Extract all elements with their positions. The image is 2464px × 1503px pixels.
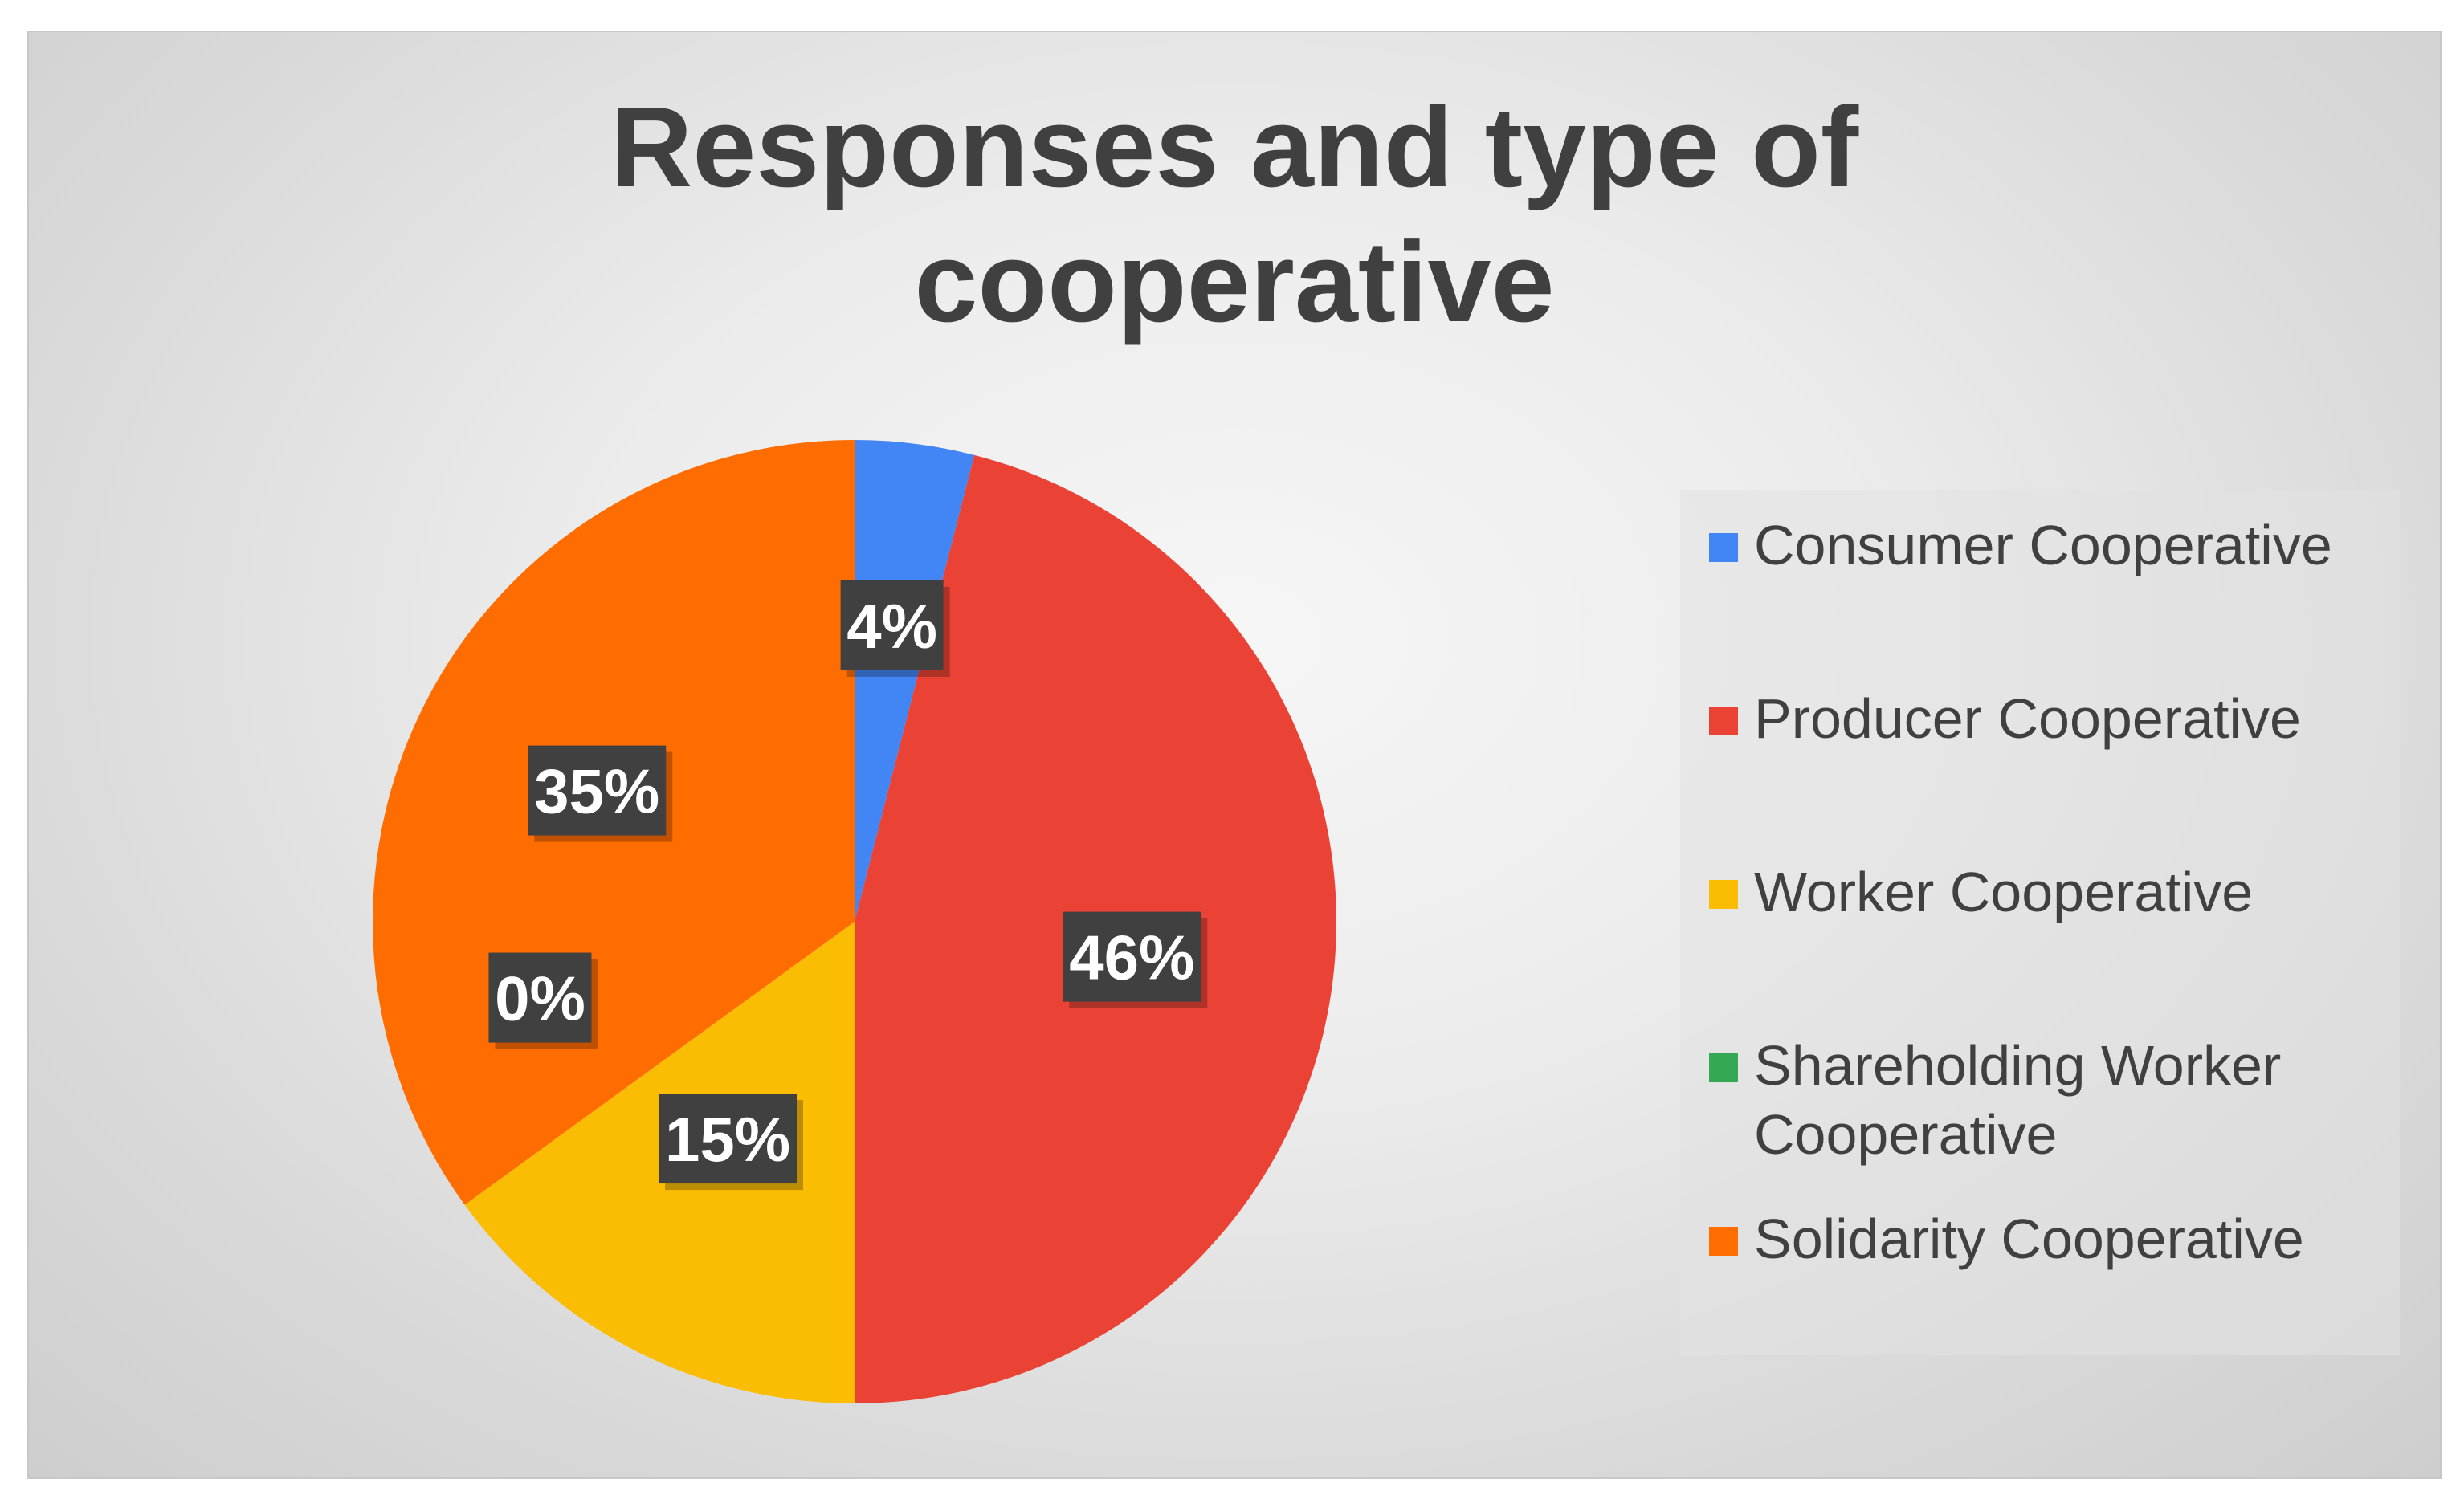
legend-label-producer: Producer Cooperative — [1754, 687, 2301, 750]
data-label-box — [528, 745, 667, 836]
legend-label-shareholding-worker-line-1: Shareholding Worker — [1754, 1034, 2282, 1097]
legend-swatch-worker — [1709, 880, 1738, 909]
legend-label-shareholding-worker-line-2: Cooperative — [1754, 1103, 2058, 1166]
chart-title-line-2: cooperative — [914, 218, 1555, 346]
data-label-text-solidarity: 35% — [534, 756, 659, 827]
data-label-consumer: 4% — [840, 580, 950, 677]
data-label-producer: 46% — [1063, 911, 1208, 1008]
pie-slice-consumer — [855, 440, 975, 922]
chart-title: Responses and type of cooperative — [27, 80, 2442, 350]
legend-label-worker: Worker Cooperative — [1754, 861, 2254, 923]
legend-label-consumer: Consumer Cooperative — [1754, 514, 2332, 576]
data-label-text-shareholding-worker: 0% — [495, 963, 585, 1034]
legend-swatch-producer — [1709, 707, 1738, 735]
legend-label-shareholding-worker: Shareholding Worker Cooperative — [1754, 1031, 2389, 1169]
data-label-box — [488, 952, 592, 1043]
data-label-worker: 15% — [659, 1094, 804, 1191]
chart-title-line-1: Responses and type of — [610, 84, 1859, 211]
data-label-shareholding-worker: 0% — [488, 952, 598, 1049]
legend-swatch-solidarity — [1709, 1227, 1738, 1256]
data-label-solidarity: 35% — [528, 745, 673, 842]
data-label-box — [1063, 911, 1201, 1002]
data-label-text-worker: 15% — [665, 1104, 790, 1175]
data-label-text-consumer: 4% — [846, 591, 937, 662]
legend-swatch-consumer — [1709, 533, 1738, 562]
data-label-box — [659, 1094, 798, 1184]
legend-swatch-shareholding-worker — [1709, 1053, 1738, 1082]
legend: Consumer Cooperative Producer Cooperativ… — [1680, 490, 2400, 1355]
data-label-box — [840, 580, 944, 670]
data-label-text-producer: 46% — [1069, 923, 1194, 993]
legend-label-solidarity: Solidarity Cooperative — [1754, 1208, 2304, 1270]
